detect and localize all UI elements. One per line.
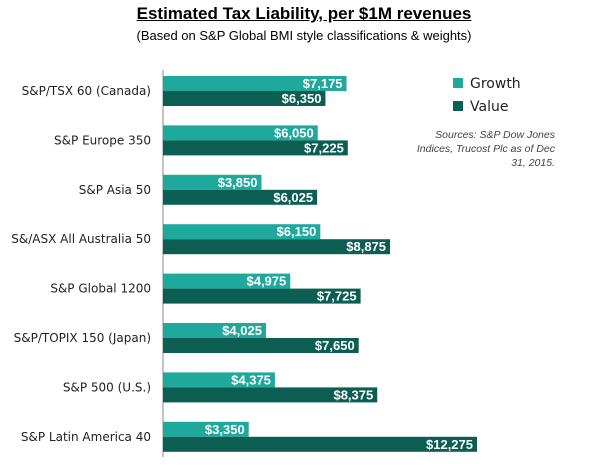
legend-value-swatch [453, 101, 463, 111]
bar-value-2 [163, 189, 318, 205]
bar-label-growth-1: $6,050 [274, 125, 314, 140]
category-label-0: S&P/TSX 60 (Canada) [22, 84, 151, 98]
bar-growth-3 [163, 224, 321, 240]
bar-label-growth-5: $4,025 [222, 323, 262, 338]
bar-label-growth-2: $3,850 [218, 175, 258, 190]
bar-label-growth-4: $4,975 [246, 274, 286, 289]
bar-label-value-6: $8,375 [333, 387, 373, 402]
bar-label-growth-6: $4,375 [231, 372, 271, 387]
bar-growth-6 [163, 372, 275, 388]
legend: Growth Value [453, 76, 521, 115]
category-label-7: S&P Latin America 40 [21, 430, 151, 444]
bar-label-value-4: $7,725 [317, 289, 357, 304]
bar-label-growth-7: $3,350 [205, 422, 245, 437]
bar-label-value-5: $7,650 [315, 338, 355, 353]
bar-growth-5 [163, 323, 266, 338]
category-label-1: S&P Europe 350 [54, 133, 151, 147]
bar-value-7 [163, 436, 477, 452]
bars-group: $7,175$6,350 $6,050$7,225 $3,850 $6,025 $6,1… [163, 76, 477, 452]
bar-growth-1 [163, 125, 318, 141]
legend-growth-swatch [453, 78, 463, 88]
bar-value-1 [163, 140, 348, 156]
bar-label-value-0: $6,350 [282, 91, 322, 106]
bar-value-5 [163, 338, 359, 353]
category-label-6: S&P 500 (U.S.) [63, 380, 151, 394]
bar-growth-0 [163, 76, 347, 91]
bar-label-growth-0: $7,175 [303, 76, 343, 91]
category-label-5: S&P/TOPIX 150 (Japan) [14, 331, 151, 345]
chart-subtitle: (Based on S&P Global BMI style classific… [136, 28, 472, 43]
chart-title: Estimated Tax Liability, per $1M revenue… [136, 4, 472, 23]
category-label-4: S&P Global 1200 [50, 282, 151, 296]
source-note: Sources: S&P Dow Jones Indices, Trucost … [416, 129, 555, 169]
bar-growth-4 [163, 273, 291, 289]
bar-value-4 [163, 288, 361, 304]
bar-label-growth-3: $6,150 [277, 224, 317, 239]
bar-value-3 [163, 239, 391, 255]
legend-growth-label: Growth [470, 76, 521, 92]
bar-label-value-3: $8,875 [346, 239, 386, 254]
bar-label-value-2: $6,025 [273, 190, 313, 205]
category-label-3: S&/ASX All Australia 50 [11, 232, 151, 246]
category-labels: S&P/TSX 60 (Canada) S&P Europe 350 S&P Asi… [11, 84, 151, 444]
category-label-2: S&P Asia 50 [79, 183, 151, 197]
bar-label-value-1: $7,225 [304, 140, 344, 155]
bar-value-0 [163, 91, 326, 106]
bar-growth-2 [163, 174, 262, 190]
bar-value-6 [163, 387, 378, 403]
bar-growth-7 [163, 421, 249, 437]
bar-label-value-7: $12,275 [426, 437, 473, 452]
legend-value-label: Value [470, 99, 508, 115]
